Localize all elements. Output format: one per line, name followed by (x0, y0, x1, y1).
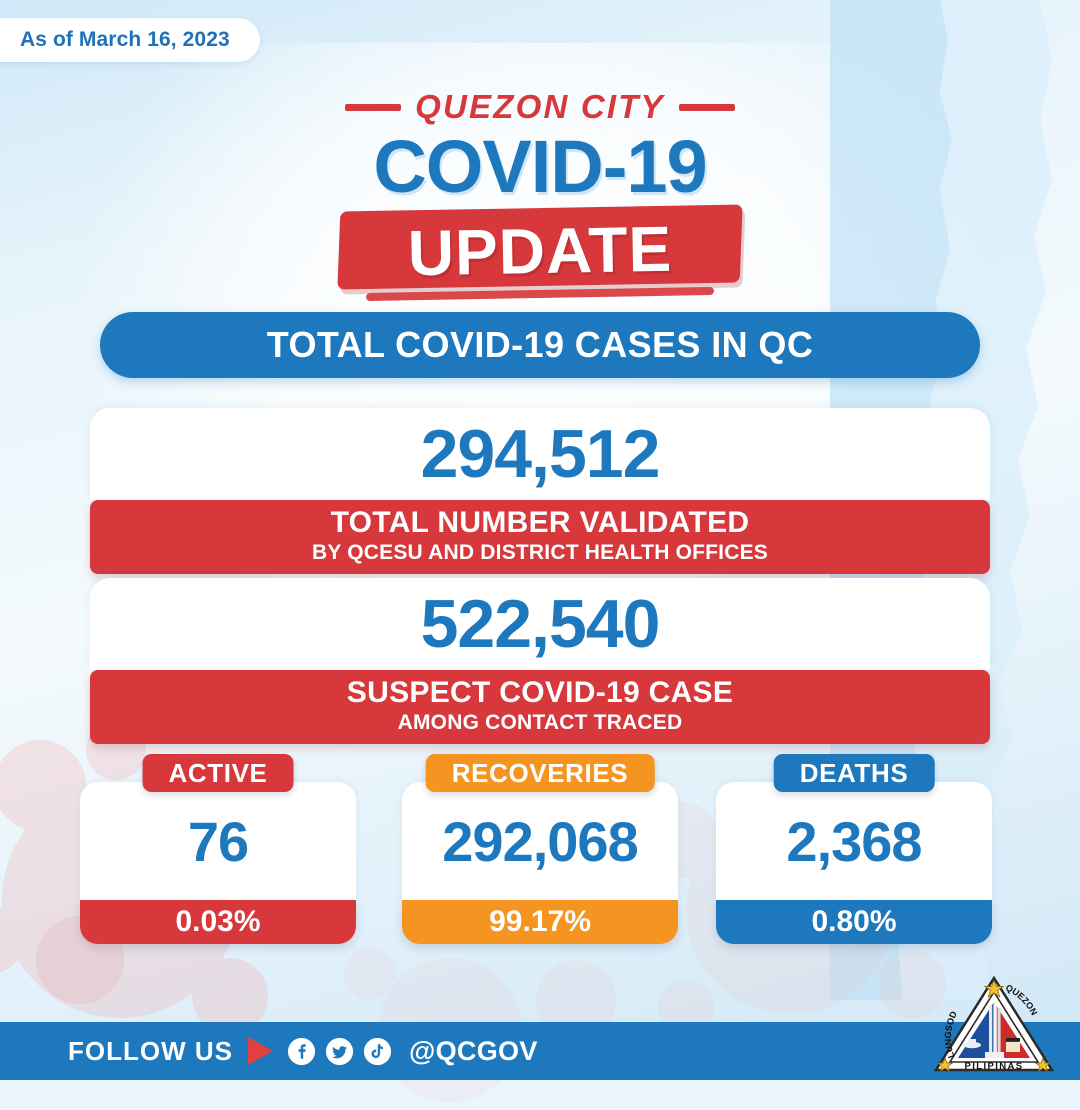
facebook-icon[interactable] (287, 1037, 315, 1065)
title-kicker: QUEZON CITY (0, 88, 1080, 126)
stat-card-label-primary: TOTAL NUMBER VALIDATED (330, 506, 750, 539)
kicker-label: QUEZON CITY (415, 88, 665, 125)
title-block: QUEZON CITY COVID-19 UPDATE (0, 88, 1080, 302)
stat-card-deaths-percent-pane: 0.80% (716, 900, 992, 944)
section-header-total-cases: TOTAL COVID-19 CASES IN QC (100, 312, 980, 378)
stat-card-recoveries-value: 292,068 (442, 809, 638, 873)
section-header-label: TOTAL COVID-19 CASES IN QC (266, 324, 814, 365)
stat-card-active-label: ACTIVE (168, 757, 268, 788)
stat-card-value-pane: 294,512 (90, 408, 990, 500)
kicker-rule-left (345, 103, 402, 111)
stat-card-deaths-value: 2,368 (786, 809, 922, 873)
stat-card-label-pane: TOTAL NUMBER VALIDATED BY QCESU AND DIST… (90, 500, 990, 574)
stat-card-value-pane: 522,540 (90, 578, 990, 670)
stat-card-active-value: 76 (187, 809, 249, 873)
stat-card-deaths-pill: DEATHS (773, 754, 935, 792)
stat-card-active-value-pane: 76 (80, 782, 356, 900)
stat-card-label-secondary: BY QCESU AND DISTRICT HEALTH OFFICES (312, 540, 768, 564)
quezon-city-seal-icon: LUNGSOD QUEZON PILIPINAS (933, 975, 1055, 1073)
play-triangle-icon (247, 1037, 273, 1065)
title-main: COVID-19 (373, 125, 707, 208)
stat-card-recoveries-percent: 99.17% (489, 905, 591, 938)
date-badge-label: As of March 16, 2023 (20, 28, 230, 51)
stat-card-active-pill: ACTIVE (142, 754, 294, 792)
social-handle[interactable]: @QCGOV (408, 1035, 538, 1066)
stat-card-recoveries-pill: RECOVERIES (425, 754, 655, 792)
stat-card-recoveries-label: RECOVERIES (451, 757, 629, 788)
stat-card-deaths-percent: 0.80% (811, 905, 897, 938)
stat-card-value: 522,540 (420, 586, 661, 662)
stat-card-active-percent: 0.03% (175, 905, 261, 938)
stat-card-label-pane: SUSPECT COVID-19 CASE AMONG CONTACT TRAC… (90, 670, 990, 744)
stat-card-active-percent-pane: 0.03% (80, 900, 356, 944)
stat-card-deaths-value-pane: 2,368 (716, 782, 992, 900)
follow-us-row: FOLLOW US @QCGOV (68, 1036, 538, 1067)
stat-card-value: 294,512 (420, 416, 661, 492)
stat-card-suspect-cases: 522,540 SUSPECT COVID-19 CASE AMONG CONT… (90, 578, 990, 744)
stat-card-label-secondary: AMONG CONTACT TRACED (397, 710, 683, 734)
stat-card-label-primary: SUSPECT COVID-19 CASE (346, 676, 734, 709)
stat-card-total-validated: 294,512 TOTAL NUMBER VALIDATED BY QCESU … (90, 408, 990, 574)
follow-us-label: FOLLOW US (68, 1035, 233, 1066)
tiktok-icon[interactable] (363, 1037, 391, 1065)
stat-card-recoveries-value-pane: 292,068 (402, 782, 678, 900)
title-banner-holder: UPDATE (0, 202, 1080, 302)
update-banner-label: UPDATE (407, 212, 673, 289)
stat-card-recoveries-percent-pane: 99.17% (402, 900, 678, 944)
twitter-icon[interactable] (325, 1037, 353, 1065)
kicker-rule-right (678, 103, 735, 111)
seal-text-pilipinas: PILIPINAS (964, 1061, 1023, 1072)
date-badge: As of March 16, 2023 (0, 18, 260, 62)
footer-bar: FOLLOW US @QCGOV (0, 975, 1080, 1080)
stat-card-deaths-label: DEATHS (799, 757, 909, 788)
